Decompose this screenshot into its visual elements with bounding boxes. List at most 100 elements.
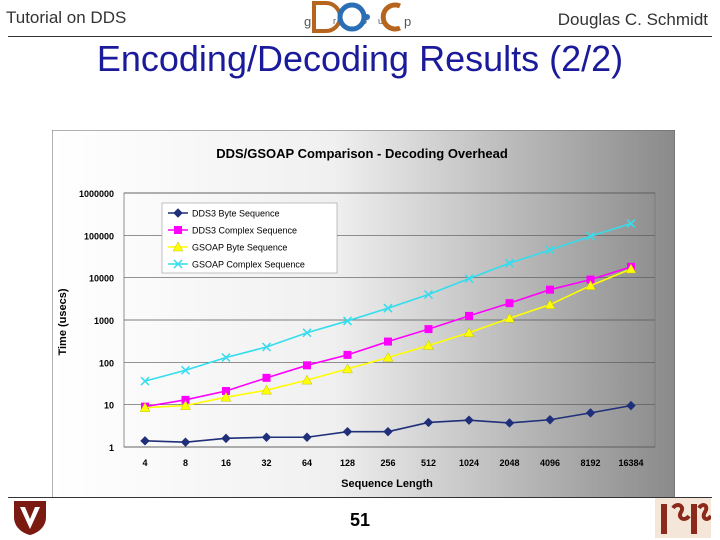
header-left-text: Tutorial on DDS <box>6 8 127 27</box>
y-tick-label: 1000 <box>94 316 114 326</box>
data-point <box>302 432 312 442</box>
data-point <box>625 263 637 274</box>
data-point <box>585 280 596 290</box>
data-point <box>342 363 353 374</box>
data-point <box>301 374 313 385</box>
data-point <box>220 391 232 402</box>
legend-item: DDS3 Complex Sequence <box>168 226 297 236</box>
decoding-overhead-chart: DDS/GSOAP Comparison - Decoding Overhead… <box>52 130 675 498</box>
data-point <box>504 258 515 268</box>
data-point <box>586 275 595 284</box>
x-tick-label: 8192 <box>580 458 600 468</box>
data-point <box>174 226 182 234</box>
data-point <box>302 328 312 338</box>
x-tick-label: 2048 <box>499 458 519 468</box>
y-tick-label: 10 <box>104 401 114 411</box>
data-point <box>181 395 190 404</box>
logo-letter-p: p <box>404 14 411 29</box>
chart-legend: DDS3 Byte Sequence DDS3 Complex Sequence G… <box>161 202 338 274</box>
data-point <box>505 299 514 308</box>
data-point <box>173 259 183 269</box>
data-point <box>180 400 191 410</box>
series-dds3-byte-sequence <box>140 400 636 447</box>
data-point <box>262 373 271 382</box>
data-point <box>180 365 191 375</box>
legend-label: GSOAP Complex Sequence <box>192 260 305 270</box>
x-tick-label: 8 <box>183 458 188 468</box>
x-tick-label: 512 <box>421 458 436 468</box>
y-tick-label: 100000 <box>84 231 114 241</box>
data-point <box>382 352 394 362</box>
data-point <box>423 289 434 300</box>
data-point <box>180 437 191 447</box>
legend-box <box>161 202 338 274</box>
data-point <box>465 311 473 320</box>
data-point <box>172 241 184 252</box>
legend-label: DDS3 Complex Sequence <box>192 226 297 236</box>
data-point <box>222 387 230 396</box>
data-point <box>424 325 433 334</box>
x-tick-label: 64 <box>302 458 312 468</box>
data-point <box>383 303 393 313</box>
data-point <box>423 417 434 428</box>
chart-background <box>52 130 675 498</box>
data-point <box>464 415 474 425</box>
data-point <box>343 350 352 359</box>
logo-letter-r: r <box>333 16 336 26</box>
series-gsoap-byte-sequence <box>139 263 637 412</box>
y-tick-label: 100 <box>99 358 114 368</box>
legend-label: DDS3 Byte Sequence <box>192 209 280 219</box>
data-point <box>140 436 150 446</box>
data-point <box>221 352 231 363</box>
data-point <box>464 274 474 284</box>
x-axis-label: Sequence Length <box>341 478 433 490</box>
data-point <box>221 433 231 444</box>
data-point <box>423 340 434 350</box>
header-right-text: Douglas C. Schmidt <box>557 10 708 29</box>
legend-item: DDS3 Byte Sequence <box>168 208 280 219</box>
x-tick-label: 128 <box>340 458 355 468</box>
x-tick-label: 32 <box>261 458 271 468</box>
data-point <box>173 208 183 218</box>
legend-item: GSOAP Complex Sequence <box>168 259 305 270</box>
x-tick-label: 16384 <box>618 458 643 468</box>
x-tick-label: 4 <box>142 458 147 468</box>
legend-label: GSOAP Byte Sequence <box>192 243 287 253</box>
data-point <box>261 432 272 442</box>
data-point <box>626 219 636 229</box>
data-point <box>626 400 636 411</box>
data-point <box>140 376 150 386</box>
data-point <box>303 361 311 370</box>
data-point <box>504 418 515 428</box>
data-point <box>544 299 556 309</box>
data-point <box>261 342 272 352</box>
y-tick-label: 1000000 <box>79 189 114 199</box>
logo-letter-u: u <box>378 16 383 26</box>
x-tick-label: 256 <box>380 458 395 468</box>
data-point <box>545 245 555 255</box>
data-point <box>139 402 151 412</box>
series-gsoap-complex-sequence <box>140 219 636 386</box>
header-divider <box>8 36 712 37</box>
data-point <box>545 415 555 425</box>
x-tick-label: 4096 <box>540 458 560 468</box>
slide-title: Encoding/Decoding Results (2/2) <box>96 38 624 79</box>
logo-letter-g: g <box>304 14 311 29</box>
y-axis-label: Time (usecs) <box>57 288 69 355</box>
data-point <box>383 426 393 437</box>
y-tick-label: 10000 <box>89 274 114 284</box>
x-tick-label: 1024 <box>459 458 479 468</box>
data-point <box>585 408 596 418</box>
isis-logo <box>655 498 711 538</box>
x-tick-label: 16 <box>221 458 231 468</box>
page-number: 51 <box>349 510 371 530</box>
data-point <box>504 312 515 323</box>
chart-title: DDS/GSOAP Comparison - Decoding Overhead <box>216 146 508 161</box>
footer-divider <box>8 497 712 498</box>
vanderbilt-logo <box>14 501 46 535</box>
data-point <box>546 285 554 294</box>
y-tick-label: 1 <box>109 443 114 453</box>
data-point <box>261 384 272 395</box>
data-point <box>342 426 353 437</box>
data-point <box>384 337 392 346</box>
